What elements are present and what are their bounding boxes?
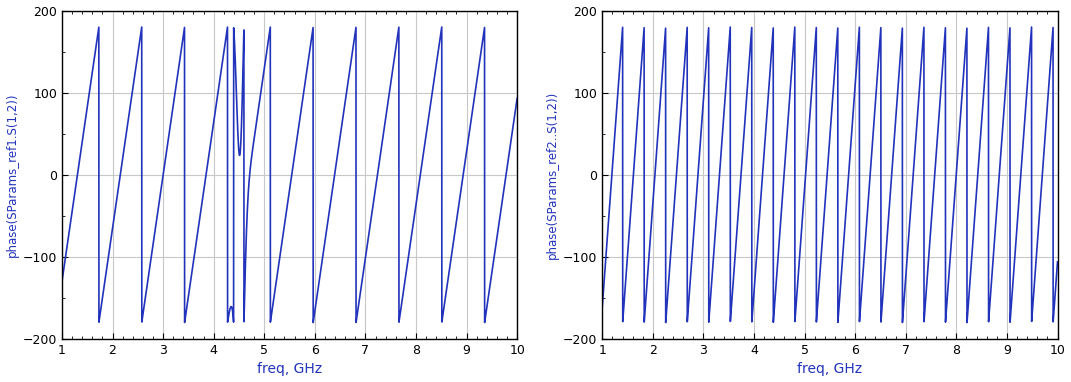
Y-axis label: phase(SParams_ref2..S(1,2)): phase(SParams_ref2..S(1,2)) <box>546 91 559 259</box>
Y-axis label: phase(SParams_ref1.S(1,2)): phase(SParams_ref1.S(1,2)) <box>5 92 18 257</box>
X-axis label: freq, GHz: freq, GHz <box>797 363 862 376</box>
X-axis label: freq, GHz: freq, GHz <box>257 363 322 376</box>
